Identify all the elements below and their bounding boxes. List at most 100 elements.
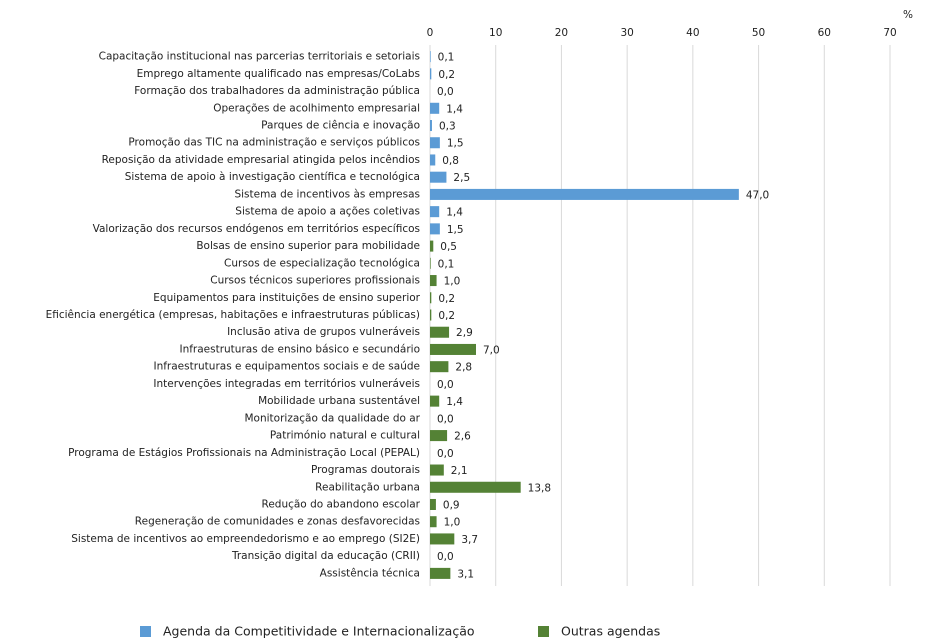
data-label: 0,0	[437, 379, 454, 391]
category-label: Monitorização da qualidade do ar	[244, 412, 420, 424]
data-label: 0,1	[438, 52, 455, 64]
category-label: Promoção das TIC na administração e serv…	[128, 137, 420, 149]
data-label: 1,0	[444, 276, 461, 288]
data-label: 0,8	[442, 155, 459, 167]
bar	[430, 137, 440, 149]
data-label: 1,4	[446, 103, 463, 115]
legend-swatch	[538, 626, 549, 637]
data-label: 1,4	[446, 396, 463, 408]
category-label: Redução do abandono escolar	[262, 498, 421, 510]
bar	[430, 102, 440, 114]
bar	[430, 326, 450, 338]
bar	[430, 516, 437, 528]
category-label: Equipamentos para instituições de ensino…	[153, 292, 420, 304]
x-tick-label: 50	[752, 27, 765, 39]
bar	[430, 343, 476, 355]
category-label: Programas doutorais	[311, 464, 420, 476]
data-label: 0,3	[439, 121, 456, 133]
data-label: 2,8	[455, 362, 472, 374]
data-label: 3,1	[457, 568, 474, 580]
bar	[430, 68, 432, 80]
bar	[430, 481, 521, 493]
data-label: 1,4	[446, 207, 463, 219]
category-label: Sistema de apoio à investigação científi…	[125, 171, 420, 183]
category-label: Reabilitação urbana	[315, 481, 420, 493]
data-label: 0,9	[443, 499, 460, 511]
bar	[430, 240, 434, 252]
category-label: Sistema de apoio a ações coletivas	[235, 206, 420, 218]
category-label: Parques de ciência e inovação	[261, 120, 420, 132]
category-label: Sistema de incentivos ao empreendedorism…	[71, 533, 420, 545]
category-label: Cursos de especialização tecnológica	[224, 257, 420, 269]
x-tick-label: 60	[818, 27, 831, 39]
data-label: 13,8	[528, 482, 551, 494]
data-label: 1,0	[444, 517, 461, 529]
category-label: Valorização dos recursos endógenos em te…	[93, 223, 420, 235]
data-label: 0,2	[438, 310, 455, 322]
category-label: Cursos técnicos superiores profissionais	[210, 275, 420, 287]
category-label: Inclusão ativa de grupos vulneráveis	[227, 326, 420, 338]
data-label: 0,0	[437, 551, 454, 563]
data-label: 0,0	[437, 413, 454, 425]
category-label: Assistência técnica	[320, 567, 420, 579]
bar	[430, 464, 444, 476]
category-label: Património natural e cultural	[270, 430, 420, 442]
data-label: 0,2	[438, 293, 455, 305]
category-label: Programa de Estágios Profissionais na Ad…	[68, 447, 420, 459]
bar	[430, 533, 455, 545]
x-tick-label: 40	[686, 27, 699, 39]
bar	[430, 498, 436, 510]
data-label: 7,0	[483, 344, 500, 356]
bar	[430, 567, 451, 579]
data-label: 0,5	[440, 241, 457, 253]
bar	[430, 257, 431, 269]
data-label: 47,0	[746, 189, 769, 201]
bar	[430, 361, 449, 373]
bar	[430, 188, 739, 200]
data-label: 2,1	[451, 465, 468, 477]
x-tick-label: 0	[427, 27, 434, 39]
legend-label: Outras agendas	[561, 624, 660, 639]
bar	[430, 51, 431, 63]
category-label: Eficiência energética (empresas, habitaç…	[46, 309, 420, 321]
unit-label: %	[903, 9, 913, 21]
category-label: Bolsas de ensino superior para mobilidad…	[196, 240, 420, 252]
category-label: Infraestruturas e equipamentos sociais e…	[153, 361, 420, 373]
data-label: 0,0	[437, 86, 454, 98]
category-label: Intervenções integradas em territórios v…	[153, 378, 420, 390]
legend-swatch	[140, 626, 151, 637]
category-label: Transição digital da educação (CRII)	[231, 550, 420, 562]
category-label: Sistema de incentivos às empresas	[234, 188, 420, 200]
data-label: 0,2	[438, 69, 455, 81]
x-tick-label: 20	[555, 27, 568, 39]
bar	[430, 430, 448, 442]
bar	[430, 292, 432, 304]
bar	[430, 120, 432, 132]
x-tick-label: 70	[883, 27, 896, 39]
data-label: 1,5	[447, 224, 464, 236]
bar	[430, 206, 440, 218]
category-label: Operações de acolhimento empresarial	[213, 102, 420, 114]
category-label: Regeneração de comunidades e zonas desfa…	[135, 516, 420, 528]
data-label: 3,7	[461, 534, 478, 546]
data-label: 0,1	[438, 258, 455, 270]
legend-label: Agenda da Competitividade e Internaciona…	[163, 624, 475, 639]
bar	[430, 154, 436, 166]
data-label: 2,9	[456, 327, 473, 339]
bar	[430, 275, 437, 287]
x-tick-label: 10	[489, 27, 502, 39]
x-tick-label: 30	[620, 27, 633, 39]
category-label: Formação dos trabalhadores da administra…	[134, 85, 420, 97]
bar	[430, 309, 432, 321]
data-label: 2,5	[453, 172, 470, 184]
bar	[430, 171, 447, 183]
category-label: Capacitação institucional nas parcerias …	[99, 51, 420, 63]
category-label: Reposição da atividade empresarial ating…	[102, 154, 420, 166]
data-label: 0,0	[437, 448, 454, 460]
bar	[430, 395, 440, 407]
data-label: 1,5	[447, 138, 464, 150]
bar	[430, 223, 440, 235]
category-label: Infraestruturas de ensino básico e secun…	[179, 343, 420, 355]
category-label: Mobilidade urbana sustentável	[258, 395, 420, 407]
